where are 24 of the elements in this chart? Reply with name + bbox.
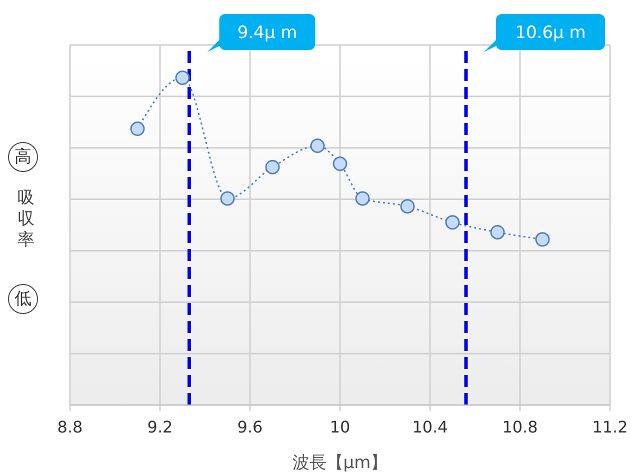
point bbox=[355, 191, 370, 206]
point bbox=[535, 232, 550, 247]
point bbox=[310, 138, 325, 154]
x-tick-label: 10 bbox=[330, 417, 350, 436]
point bbox=[490, 224, 505, 240]
point bbox=[400, 199, 415, 214]
circled-character: 高 bbox=[8, 142, 38, 172]
point bbox=[175, 70, 190, 85]
point bbox=[332, 156, 348, 172]
x-axis-title: 波長【μm】 bbox=[292, 453, 388, 473]
point bbox=[130, 122, 145, 136]
point bbox=[220, 191, 235, 206]
x-tick-label: 10.4 bbox=[412, 417, 448, 436]
point bbox=[265, 160, 280, 174]
y-axis-title: 吸収率 bbox=[16, 188, 36, 251]
x-tick-label: 11.2 bbox=[592, 417, 628, 436]
x-tick-label: 9.6 bbox=[237, 417, 263, 436]
circled-character: 低 bbox=[8, 284, 38, 314]
x-tick-label: 8.8 bbox=[57, 417, 83, 436]
point bbox=[445, 215, 460, 230]
x-tick-label: 10.8 bbox=[502, 417, 538, 436]
x-tick-label: 9.2 bbox=[147, 417, 173, 436]
ref-line-label: 10.6μ m bbox=[515, 23, 586, 43]
ref-line-label: 9.4μ m bbox=[237, 23, 298, 43]
